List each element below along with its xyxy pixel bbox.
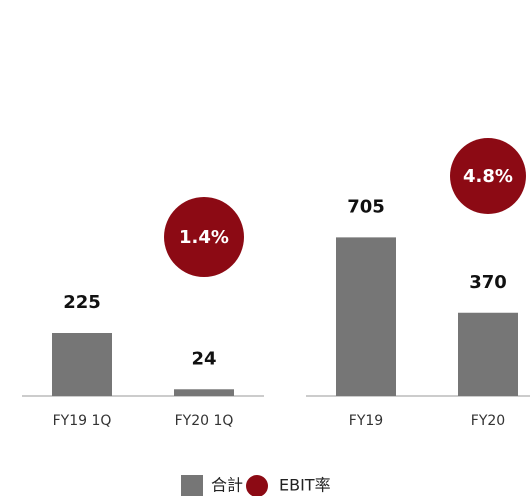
value-label: 705 [347, 196, 385, 217]
x-tick-label: FY19 1Q [53, 413, 112, 429]
legend-swatch [246, 475, 268, 496]
bar [458, 312, 518, 396]
rate-label: 1.4% [179, 227, 229, 248]
bar [174, 389, 234, 396]
x-tick-label: FY20 [471, 413, 505, 429]
legend-label: EBIT率 [279, 476, 331, 495]
value-label: 225 [63, 292, 101, 313]
rate-circle [450, 138, 526, 214]
rate-circle [164, 197, 244, 277]
legend-label: 合計 [211, 476, 243, 495]
value-label: 370 [469, 272, 507, 293]
bar [52, 333, 112, 396]
x-tick-label: FY19 [349, 413, 383, 429]
bar [336, 237, 396, 396]
x-tick-label: FY20 1Q [175, 413, 234, 429]
legend-swatch [181, 475, 203, 496]
rate-label: 4.8% [463, 166, 513, 187]
value-label: 24 [191, 348, 216, 369]
